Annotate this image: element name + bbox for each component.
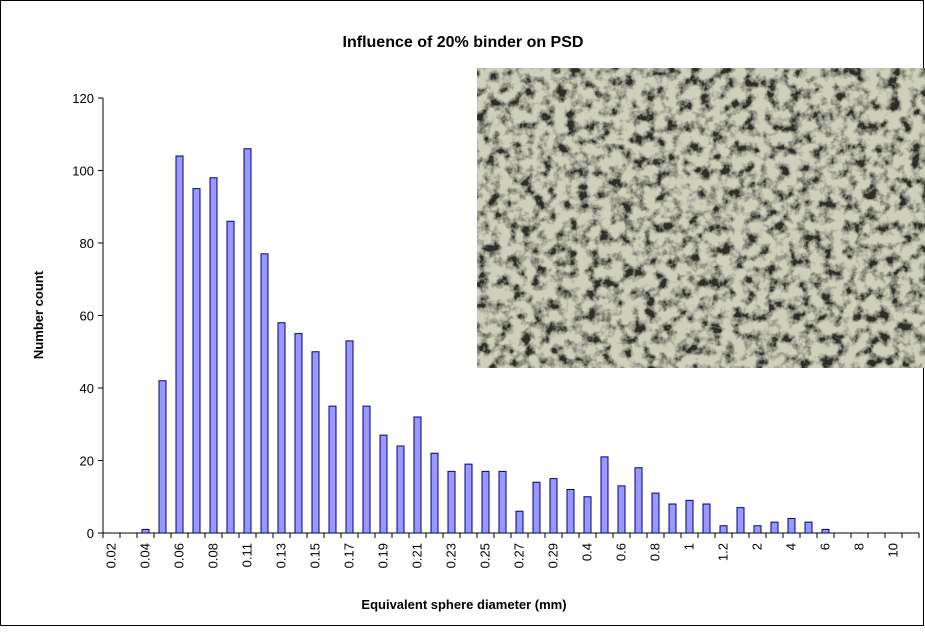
bar [617,485,626,534]
bar [141,528,150,534]
bar [396,445,405,534]
bar [804,521,813,534]
x-tick-label: 0.11 [240,543,255,567]
x-tick-label: 1.2 [716,543,731,561]
bar [651,492,660,534]
y-tick-label: 60 [80,309,94,324]
bar [566,489,575,534]
chart-title: Influence of 20% binder on PSD [343,34,584,51]
bar [311,351,320,534]
bar [685,499,694,534]
photo-inset [477,68,925,368]
x-tick-label: 4 [784,543,799,550]
bar [498,470,507,534]
bar [345,340,354,534]
bar [209,177,218,534]
bar [736,507,745,534]
bar [583,496,592,534]
x-tick-label: 0.17 [342,543,357,568]
x-axis-title: Equivalent sphere diameter (mm) [361,597,566,612]
y-tick-label: 100 [72,164,94,179]
bar [413,416,422,534]
bar [532,481,541,534]
x-tick-label: 0.02 [104,543,119,568]
bar [447,470,456,534]
bar [821,528,830,534]
bar [226,220,235,534]
bar [770,521,779,534]
y-tick-label: 0 [87,526,94,541]
bar [260,253,269,534]
x-tick-label: 8 [852,543,867,550]
x-tick-label: 0.23 [444,543,459,568]
y-axis-title: Number count [31,270,46,359]
x-tick-label: 0.25 [478,543,493,568]
x-tick-label: 0.04 [138,543,153,568]
y-tick-label: 80 [80,236,94,251]
x-tick-label: 0.19 [376,543,391,568]
bar [634,467,643,534]
x-tick-label: 0.29 [546,543,561,568]
x-tick-label: 1 [682,543,697,550]
bar [719,525,728,534]
x-tick-label: 0.27 [512,543,527,568]
bar [481,470,490,534]
x-tick-label: 0.08 [206,543,221,568]
x-tick-label: 6 [818,543,833,550]
bar [787,518,796,534]
y-tick-label: 120 [72,91,94,106]
x-tick-label: 2 [750,543,765,550]
x-tick-label: 0.13 [274,543,289,568]
photo [477,68,925,368]
x-tick-label: 0.06 [172,543,187,568]
x-tick-label: 0.8 [648,543,663,561]
y-tick-label: 20 [80,454,94,469]
bar [515,510,524,534]
bar [328,405,337,534]
y-tick-label: 40 [80,381,94,396]
bar [158,380,167,534]
bar [549,478,558,534]
bar [430,452,439,534]
bar [294,333,303,534]
bar [379,434,388,534]
x-tick-label: 10 [886,543,901,557]
bar [192,188,201,534]
bar [600,456,609,534]
bar [362,405,371,534]
bar [243,148,252,534]
bar [464,463,473,534]
x-tick-label: 0.6 [614,543,629,561]
x-tick-label: 0.15 [308,543,323,568]
x-tick-label: 0.21 [410,543,425,568]
bar [277,322,286,534]
bar [668,503,677,534]
x-tick-label: 0.4 [580,543,595,561]
bar [702,503,711,534]
bar [753,525,762,534]
bar [175,155,184,534]
